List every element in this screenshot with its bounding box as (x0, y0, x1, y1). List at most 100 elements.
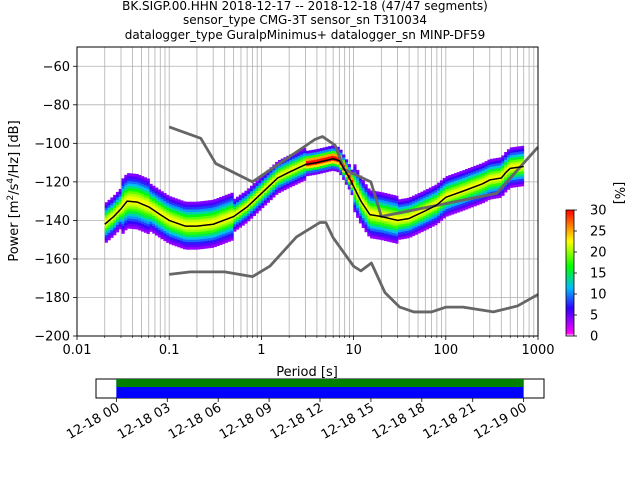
heatmap-cell (453, 178, 458, 181)
heatmap-cell (121, 223, 125, 227)
heatmap-cell (370, 217, 374, 221)
heatmap-cell (470, 166, 474, 170)
heatmap-cell (303, 155, 307, 159)
colorbar-label: [%] (611, 182, 626, 205)
heatmap-cell (389, 196, 393, 200)
heatmap-cell (143, 209, 148, 213)
heatmap-cell (202, 213, 206, 217)
heatmap-cell (255, 210, 259, 214)
heatmap-cell (219, 199, 223, 203)
heatmap-cell (459, 203, 463, 207)
heatmap-cell (386, 223, 391, 227)
heatmap-cell (431, 188, 435, 192)
heatmap-cell (141, 221, 145, 225)
heatmap-cell (113, 202, 117, 206)
heatmap-cell (202, 210, 206, 214)
heatmap-cell (398, 226, 402, 230)
heatmap-cell (420, 196, 424, 200)
heatmap-cell (498, 169, 502, 173)
heatmap-cell (495, 157, 499, 161)
heatmap-cell (467, 185, 472, 189)
heatmap-cell (124, 204, 128, 208)
heatmap-cell (465, 191, 469, 195)
heatmap-cell (224, 239, 229, 243)
heatmap-cell (261, 182, 265, 186)
heatmap-cell (364, 184, 368, 188)
heatmap-cell (453, 203, 458, 207)
heatmap-cell (157, 219, 162, 223)
heatmap-cell (146, 211, 150, 214)
heatmap-cell (476, 192, 480, 196)
heatmap-cell (141, 183, 145, 187)
heatmap-cell (174, 235, 178, 239)
heatmap-cell (495, 172, 499, 176)
heatmap-cell (205, 245, 209, 249)
heatmap-cell (258, 207, 262, 211)
heatmap-cell (353, 201, 357, 205)
heatmap-cell (439, 217, 444, 221)
heatmap-cell (244, 203, 248, 207)
heatmap-cell (311, 154, 315, 158)
heatmap-cell (135, 224, 139, 227)
heatmap-cell (152, 220, 156, 224)
heatmap-cell (361, 222, 365, 226)
heatmap-cell (143, 179, 148, 183)
heatmap-cell (303, 172, 307, 176)
heatmap-cell (219, 204, 223, 208)
heatmap-cell (163, 235, 167, 239)
heatmap-cell (434, 209, 438, 213)
psd-mean-curve (104, 158, 524, 227)
heatmap-cell (381, 219, 385, 223)
heatmap-cell (353, 199, 357, 203)
heatmap-cell (386, 208, 391, 212)
heatmap-cell (107, 204, 111, 208)
heatmap-cell (358, 185, 363, 189)
heatmap-cell (378, 216, 382, 220)
heatmap-cell (174, 203, 178, 207)
heatmap-cell (367, 231, 371, 234)
heatmap-cell (389, 226, 393, 230)
heatmap-cell (481, 170, 486, 174)
heatmap-cell (336, 156, 340, 160)
heatmap-cell (283, 162, 287, 166)
heatmap-cell (227, 221, 231, 225)
heatmap-cell (283, 177, 287, 181)
heatmap-cell (127, 208, 131, 212)
heatmap-cell (199, 246, 203, 250)
heatmap-cell (196, 214, 201, 217)
heatmap-cell (252, 210, 256, 214)
heatmap-cell (400, 206, 405, 210)
heatmap-cell (210, 232, 215, 236)
heatmap-cell (230, 232, 234, 236)
heatmap-cell (428, 187, 432, 191)
heatmap-cell (495, 165, 499, 169)
heatmap-cell (135, 211, 139, 215)
heatmap-cell (498, 174, 502, 178)
heatmap-cell (185, 201, 189, 205)
heatmap-cell (395, 223, 399, 227)
heatmap-cell (467, 167, 472, 171)
heatmap-cell (392, 227, 396, 231)
heatmap-cell (163, 233, 167, 237)
heatmap-cell (305, 173, 310, 177)
heatmap-cell (451, 189, 455, 193)
heatmap-cell (210, 227, 215, 231)
heatmap-cell (129, 226, 134, 229)
heatmap-cell (236, 196, 240, 200)
heatmap-cell (389, 194, 393, 198)
heatmap-cell (143, 214, 148, 218)
heatmap-cell (381, 232, 385, 236)
heatmap-cell (185, 246, 189, 250)
heatmap-cell (222, 238, 226, 242)
heatmap-cell (202, 200, 206, 204)
heatmap-cell (208, 205, 212, 209)
heatmap-cell (241, 200, 245, 204)
heatmap-cell (378, 199, 382, 203)
heatmap-cell (375, 236, 379, 240)
heatmap-cell (386, 221, 391, 225)
heatmap-cell (465, 176, 469, 180)
heatmap-cell (155, 222, 159, 226)
heatmap-cell (462, 187, 466, 191)
heatmap-cell (451, 196, 455, 200)
heatmap-cell (247, 205, 251, 209)
